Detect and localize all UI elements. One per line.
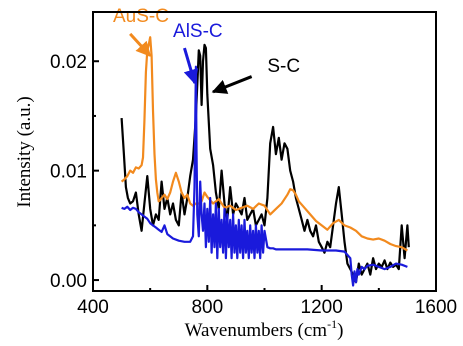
- x-axis-title: Wavenumbers (cm-1): [185, 317, 344, 341]
- series-layer: [120, 36, 410, 287]
- x-tick-label: 1600: [415, 297, 457, 318]
- x-tick-label: 800: [191, 297, 223, 318]
- annotation-aus-c: AuS-C: [113, 6, 169, 27]
- plot-frame: [92, 11, 437, 292]
- annotation-s-c: S-C: [267, 56, 300, 77]
- y-tick-label: 0.00: [50, 271, 87, 292]
- annotation-arrow-aus-c: [129, 32, 152, 57]
- annotation-als-c: AlS-C: [173, 21, 223, 42]
- annotation-arrow-s-c: [211, 75, 253, 94]
- series-line-s-c: [120, 43, 410, 284]
- annotation-arrow-als-c: [183, 47, 199, 85]
- y-tick-label: 0.01: [50, 162, 87, 183]
- x-tick-label: 400: [77, 297, 109, 318]
- series-line-als-c: [121, 65, 408, 287]
- y-axis: 0.00 0.01 0.02: [50, 52, 99, 292]
- x-tick-label: 1200: [301, 297, 343, 318]
- y-axis-title: Intensity (a.u.): [14, 96, 35, 207]
- y-tick-label: 0.02: [50, 52, 87, 73]
- x-axis: 400 800 1200 1600: [77, 285, 457, 318]
